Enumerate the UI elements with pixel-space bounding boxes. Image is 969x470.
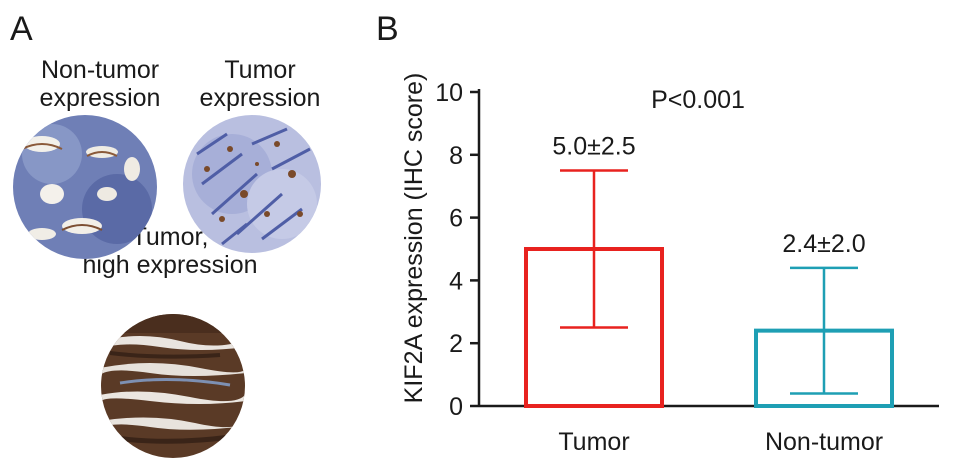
y-axis-label: KIF2A expression (IHC score) — [400, 73, 428, 404]
caption-tumor-line2: expression — [199, 84, 321, 112]
tissue-core-tumor-high — [101, 314, 245, 458]
value-label-0: 5.0±2.5 — [552, 133, 635, 161]
value-label-1: 2.4±2.0 — [782, 230, 865, 258]
caption-tumor: Tumor expression — [170, 56, 350, 112]
y-tick-label-4: 8 — [449, 142, 463, 170]
y-tick-label-2: 4 — [449, 267, 463, 295]
caption-non-tumor-line2: expression — [39, 84, 161, 112]
caption-tumor-high-line2: high expression — [82, 251, 258, 279]
caption-tumor-line1: Tumor — [224, 56, 296, 84]
category-label-1: Non-tumor — [765, 428, 883, 456]
y-tick-label-3: 6 — [449, 205, 463, 233]
p-value-annotation: P<0.001 — [651, 86, 745, 114]
tissue-core-tumor — [183, 115, 321, 253]
caption-non-tumor-line1: Non-tumor — [40, 56, 160, 84]
tissue-core-non-tumor — [13, 115, 157, 259]
y-tick-label-5: 10 — [435, 79, 463, 107]
category-label-0: Tumor — [558, 428, 629, 456]
y-tick-label-0: 0 — [449, 393, 463, 421]
caption-tumor-high: Tumor, high expression — [40, 223, 300, 279]
panel-b-letter: B — [376, 10, 399, 48]
panel-a-letter: A — [10, 10, 33, 48]
caption-non-tumor: Non-tumor expression — [10, 56, 190, 112]
y-tick-label-1: 2 — [449, 330, 463, 358]
